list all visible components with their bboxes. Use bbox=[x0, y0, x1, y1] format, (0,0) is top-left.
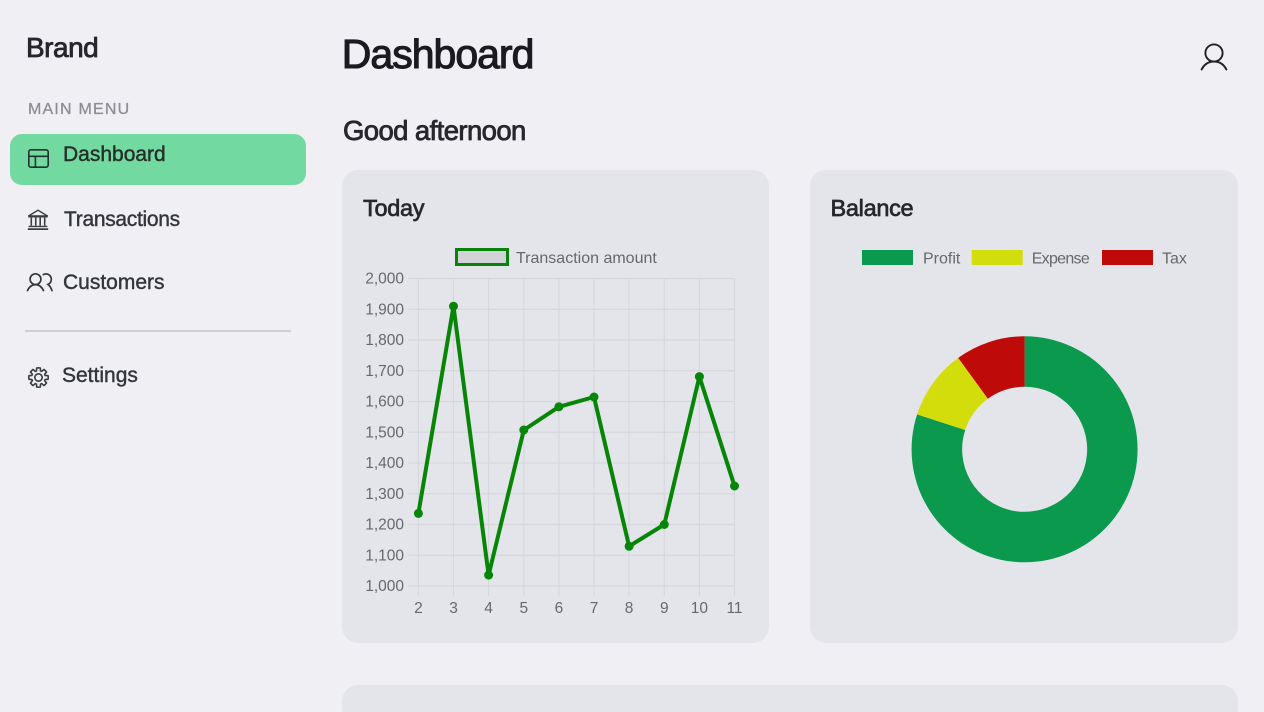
svg-text:Profit: Profit bbox=[923, 251, 961, 268]
svg-text:5: 5 bbox=[519, 600, 528, 617]
svg-text:1,300: 1,300 bbox=[365, 486, 404, 503]
svg-text:2: 2 bbox=[414, 600, 423, 617]
svg-text:6: 6 bbox=[555, 600, 564, 617]
svg-text:1,200: 1,200 bbox=[365, 517, 404, 534]
svg-text:1,900: 1,900 bbox=[365, 301, 404, 318]
svg-text:Tax: Tax bbox=[1162, 251, 1187, 268]
svg-text:1,700: 1,700 bbox=[365, 363, 404, 380]
svg-text:1,100: 1,100 bbox=[365, 547, 404, 564]
svg-text:1,800: 1,800 bbox=[365, 332, 404, 349]
svg-text:1,400: 1,400 bbox=[365, 455, 404, 472]
svg-text:8: 8 bbox=[625, 600, 634, 617]
svg-text:1,600: 1,600 bbox=[365, 394, 404, 411]
svg-text:Expense: Expense bbox=[1032, 251, 1090, 268]
svg-text:1,000: 1,000 bbox=[365, 578, 404, 595]
svg-text:Transaction amount: Transaction amount bbox=[516, 250, 657, 267]
svg-text:1,500: 1,500 bbox=[365, 424, 404, 441]
svg-text:10: 10 bbox=[691, 600, 709, 617]
svg-text:11: 11 bbox=[726, 600, 742, 617]
svg-text:2,000: 2,000 bbox=[365, 271, 404, 288]
svg-text:4: 4 bbox=[484, 600, 493, 617]
svg-text:7: 7 bbox=[590, 600, 599, 617]
svg-text:3: 3 bbox=[449, 600, 458, 617]
svg-text:9: 9 bbox=[660, 600, 669, 617]
